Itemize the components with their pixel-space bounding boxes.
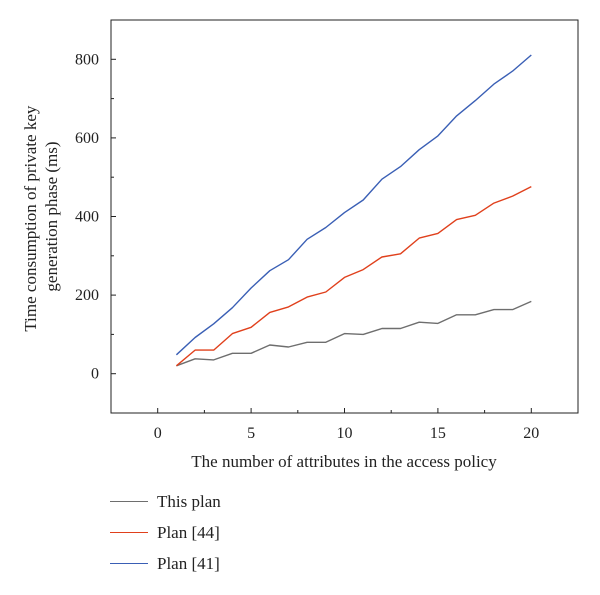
x-tick-label: 15 — [430, 425, 446, 442]
series-line-3 — [175, 54, 532, 356]
x-tick-label: 5 — [247, 425, 255, 442]
x-tick-label: 10 — [337, 425, 353, 442]
legend-item-plan-41: Plan [41] — [110, 548, 221, 579]
legend-swatch-plan-41 — [110, 563, 148, 564]
legend-label-plan-41: Plan [41] — [157, 553, 220, 573]
legend-item-plan-44: Plan [44] — [110, 517, 221, 548]
plot-area-frame — [110, 19, 579, 414]
legend-item-this-plan: This plan — [110, 486, 221, 517]
legend-label-this-plan: This plan — [157, 491, 221, 511]
y-tick-label: 200 — [75, 287, 99, 304]
series-lines — [175, 54, 532, 367]
y-axis-label-line-1: Time consumption of private key — [21, 105, 40, 332]
x-axis-label: The number of attributes in the access p… — [191, 452, 497, 471]
series-line-2 — [175, 185, 532, 367]
x-axis-ticks: 0 5 10 15 20 — [154, 408, 539, 442]
legend-swatch-this-plan — [110, 501, 148, 502]
y-axis-ticks: 0 200 400 600 800 — [75, 51, 116, 383]
legend-swatch-plan-44 — [110, 532, 148, 533]
x-tick-label: 0 — [154, 425, 162, 442]
x-tick-label: 20 — [523, 425, 539, 442]
y-tick-label: 400 — [75, 209, 99, 226]
y-axis-label: Time consumption of private key generati… — [21, 101, 61, 331]
y-tick-label: 0 — [91, 366, 99, 383]
legend: This plan Plan [44] Plan [41] — [110, 486, 221, 579]
y-tick-label: 600 — [75, 130, 99, 147]
legend-label-plan-44: Plan [44] — [157, 522, 220, 542]
y-tick-label: 800 — [75, 51, 99, 68]
series-line-1 — [176, 300, 532, 367]
y-axis-label-line-2: generation phase (ms) — [42, 141, 61, 291]
